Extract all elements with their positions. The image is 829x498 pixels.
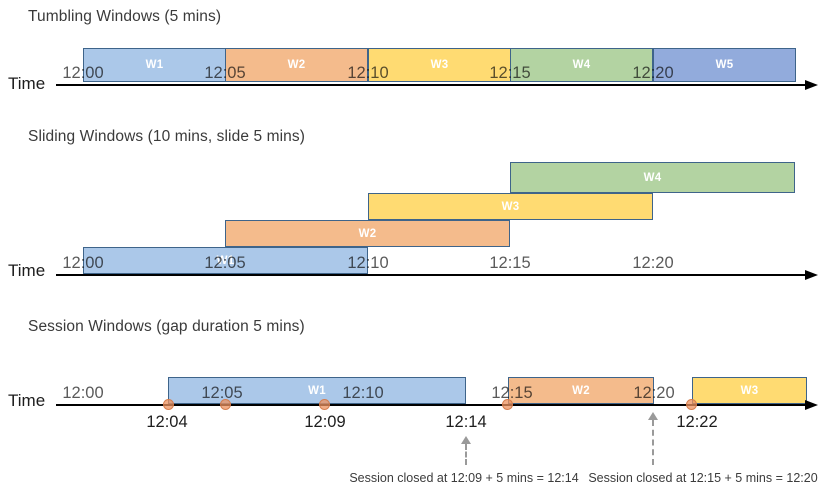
tumbling-window-w2: W2	[225, 48, 368, 82]
tumbling-tick-1200: 12:00	[62, 64, 104, 82]
session-close-arrow-1-icon	[461, 436, 471, 465]
tumbling-timeline-arrow-icon	[805, 80, 818, 90]
event-dot-1215	[502, 399, 513, 410]
sliding-tick-1210: 12:10	[347, 254, 389, 272]
arrow-shaft-icon	[652, 420, 654, 465]
tumbling-window-w1: W1	[83, 48, 226, 82]
session-tick-1200: 12:00	[62, 384, 104, 402]
tumbling-window-w4-label: W4	[572, 59, 591, 71]
event-dot-1222	[686, 399, 697, 410]
tumbling-tick-1210: 12:10	[347, 64, 389, 82]
sliding-window-w4-label: W4	[643, 171, 662, 184]
session-close-annotation-2: Session closed at 12:15 + 5 mins = 12:20	[588, 471, 818, 485]
session-window-w3-label: W3	[740, 384, 759, 397]
tumbling-section-title: Tumbling Windows (5 mins)	[28, 8, 222, 25]
session-tick-1205: 12:05	[201, 384, 243, 402]
session-timeline-arrow-icon	[805, 400, 818, 410]
tumbling-window-w3-label: W3	[430, 59, 449, 71]
tumbling-window-w4: W4	[510, 48, 653, 82]
session-time-label: Time	[8, 391, 46, 410]
tumbling-tick-1215: 12:15	[489, 64, 531, 82]
session-window-w3: W3	[692, 377, 807, 404]
sliding-window-w4: W4	[510, 162, 795, 193]
tumbling-window-w5: W5	[653, 48, 796, 82]
session-window-w2-label: W2	[572, 384, 590, 397]
arrow-head-up-icon	[648, 412, 658, 420]
tumbling-time-label: Time	[8, 74, 46, 93]
sliding-tick-1215: 12:15	[489, 254, 531, 272]
sliding-timeline-arrow-icon	[805, 270, 818, 280]
event-dot-1209	[319, 399, 330, 410]
sliding-window-w3: W3	[368, 193, 653, 220]
tumbling-window-w1-label: W1	[145, 59, 164, 71]
session-window-w1-label: W1	[308, 384, 326, 397]
sliding-timeline	[56, 274, 807, 276]
sliding-window-w2-label: W2	[358, 227, 377, 240]
tumbling-tick-1205: 12:05	[204, 64, 246, 82]
sliding-window-w3-label: W3	[501, 200, 520, 213]
arrow-head-up-icon	[461, 436, 471, 444]
session-window-w2: W2	[508, 377, 654, 404]
session-event-label-1222: 12:22	[676, 413, 718, 431]
session-timeline	[56, 404, 807, 406]
arrow-shaft-icon	[465, 444, 467, 465]
sliding-time-label: Time	[8, 261, 46, 280]
tumbling-window-w2-label: W2	[287, 59, 306, 71]
sliding-tick-1205: 12:05	[204, 254, 246, 272]
sliding-window-w2: W2	[225, 220, 510, 247]
event-dot-1205	[220, 399, 231, 410]
session-window-w1: W1	[168, 377, 466, 404]
sliding-window-w1-label: W1	[216, 254, 235, 267]
session-tick-1210: 12:10	[342, 384, 384, 402]
tumbling-timeline	[56, 84, 807, 86]
session-tick-1215: 12:15	[491, 384, 533, 402]
session-section-title: Session Windows (gap duration 5 mins)	[28, 318, 305, 335]
sliding-window-w1: W1	[83, 247, 368, 274]
sliding-section-title: Sliding Windows (10 mins, slide 5 mins)	[28, 128, 305, 145]
tumbling-tick-1220: 12:20	[632, 64, 674, 82]
session-tick-1220: 12:20	[633, 384, 675, 402]
event-dot-1204	[163, 399, 174, 410]
session-event-label-1209: 12:09	[304, 413, 346, 431]
session-close-arrow-2-icon	[648, 412, 658, 465]
sliding-tick-1220: 12:20	[632, 254, 674, 272]
session-event-label-1204: 12:04	[146, 413, 188, 431]
sliding-tick-1200: 12:00	[62, 254, 104, 272]
tumbling-window-w5-label: W5	[715, 59, 734, 71]
session-close-annotation-1: Session closed at 12:09 + 5 mins = 12:14	[349, 471, 579, 485]
tumbling-window-w3: W3	[368, 48, 511, 82]
session-event-label-1214: 12:14	[445, 413, 487, 431]
